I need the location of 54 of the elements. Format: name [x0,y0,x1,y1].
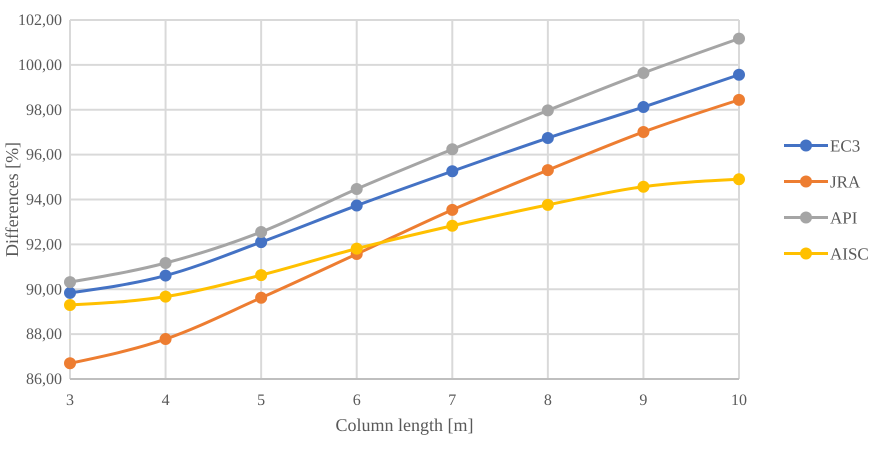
point [160,257,172,269]
point [637,101,650,114]
x-tick-label: 6 [352,392,361,409]
y-tick-label: 102,00 [18,12,62,29]
x-tick-label: 4 [162,392,170,409]
y-tick-label: 100,00 [18,56,62,74]
point [637,180,650,193]
point [446,204,458,216]
legend-label: EC3 [830,136,860,156]
point [350,182,363,195]
y-axis-title: Differences [%] [2,142,22,258]
point [64,286,76,299]
legend-label: API [830,208,858,228]
point [160,333,172,346]
point [255,226,268,238]
point [733,32,745,45]
point [160,290,172,303]
y-tick-label: 86,00 [26,371,62,388]
point [446,220,458,232]
point [255,292,268,304]
point [350,200,363,212]
legend-label: AISC [830,244,869,264]
y-tick-label: 88,00 [26,326,62,344]
point [446,165,458,178]
y-tick-label: 94,00 [26,192,62,208]
point [64,298,76,311]
legend-label: JRA [830,172,861,192]
point [542,164,554,176]
y-tick-label: 92,00 [26,236,62,254]
x-tick-label: 9 [639,392,648,409]
point [733,173,745,186]
y-tick-label: 98,00 [26,102,62,119]
point [733,94,745,106]
x-axis-title: Column length [m] [336,415,474,435]
point [542,132,554,144]
point [542,198,554,211]
y-tick-label: 90,00 [26,281,62,298]
x-tick-label: 10 [731,392,747,409]
point [637,66,650,79]
point [733,68,745,81]
point [637,126,650,138]
x-tick-label: 8 [544,392,552,409]
point [64,276,76,288]
point [255,236,268,248]
point [542,104,554,116]
point [160,270,172,282]
x-tick-label: 7 [448,392,456,409]
point [446,143,458,156]
x-tick-label: 5 [257,392,266,409]
x-tick-label: 3 [66,392,74,409]
point [64,357,76,370]
point [350,242,363,255]
point [255,269,268,282]
y-tick-label: 96,00 [26,146,62,164]
